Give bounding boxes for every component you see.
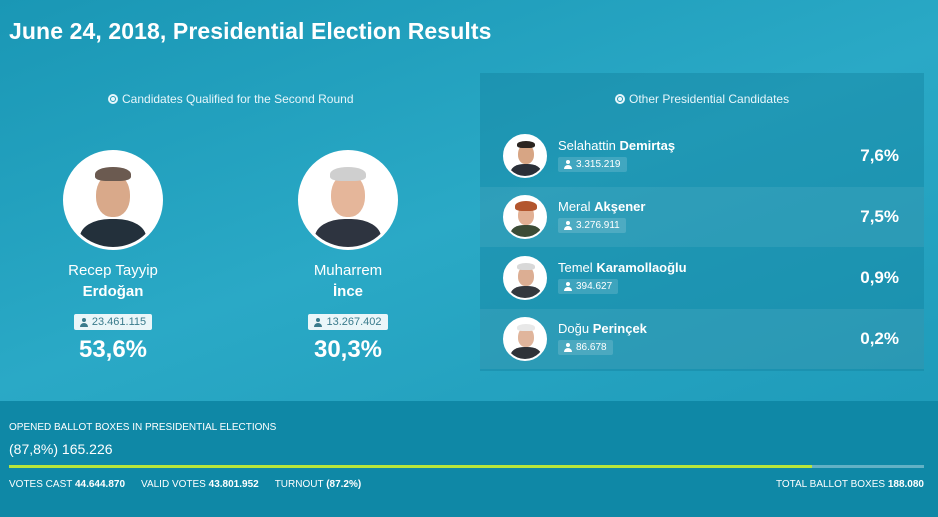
vote-count-badge: 394.627 [558, 279, 619, 294]
vote-count-badge: 23.461.115 [73, 314, 153, 330]
other-candidates-panel: Other Presidential Candidates Selahattin… [480, 73, 924, 371]
candidate-name: Doğu Perinçek [558, 321, 647, 336]
candidate-card-ince[interactable]: Muharrem İnce 13.267.402 30,3% [258, 150, 438, 364]
candidate-name: Temel Karamollaoğlu [558, 260, 687, 275]
candidate-last-name: Akşener [594, 199, 646, 214]
target-icon [108, 94, 118, 104]
person-icon [564, 282, 572, 291]
candidate-photo [503, 134, 547, 178]
qualified-heading-text: Candidates Qualified for the Second Roun… [122, 92, 354, 106]
vote-percentage: 7,5% [860, 207, 899, 226]
candidate-photo [63, 150, 163, 250]
candidate-row-karamollaoglu[interactable]: Temel Karamollaoğlu 394.627 0,9% [480, 248, 924, 308]
vote-count-badge: 13.267.402 [308, 314, 388, 330]
qualified-candidates-panel: Candidates Qualified for the Second Roun… [0, 73, 468, 373]
vote-count: 23.461.115 [91, 316, 147, 328]
candidate-last-name: Erdoğan [82, 283, 144, 300]
vote-count: 86.678 [576, 342, 607, 353]
person-icon [564, 343, 572, 352]
turnout-stat: TURNOUT (87.2%) [274, 479, 362, 490]
vote-count-badge: 86.678 [558, 340, 613, 355]
candidate-photo [503, 317, 547, 361]
candidate-first-name: Muharrem [313, 262, 383, 279]
vote-count: 394.627 [576, 281, 613, 292]
total-ballot-boxes-stat: TOTAL BALLOT BOXES 188.080 [775, 479, 924, 490]
candidate-photo [298, 150, 398, 250]
vote-percentage: 53,6% [78, 335, 148, 363]
candidate-row-aksener[interactable]: Meral Akşener 3.276.911 7,5% [480, 187, 924, 247]
candidate-last-name: Perinçek [592, 321, 647, 336]
candidate-last-name: İnce [332, 283, 363, 300]
vote-count: 13.267.402 [326, 316, 382, 328]
candidate-last-name: Karamollaoğlu [596, 260, 687, 275]
person-icon [314, 317, 323, 327]
candidate-row-demirtas[interactable]: Selahattin Demirtaş 3.315.219 7,6% [480, 126, 924, 186]
valid-votes-stat: VALID VOTES 43.801.952 [141, 479, 259, 490]
candidate-name: Meral Akşener [558, 199, 645, 214]
ballot-box-summary: OPENED BALLOT BOXES IN PRESIDENTIAL ELEC… [0, 401, 938, 517]
vote-count-badge: 3.276.911 [558, 218, 626, 233]
person-icon [564, 160, 572, 169]
target-icon [615, 94, 625, 104]
ballot-progress-bar [9, 465, 924, 468]
vote-count: 3.315.219 [576, 159, 621, 170]
vote-stats: VOTES CAST 44.644.870 VALID VOTES 43.801… [9, 479, 361, 490]
vote-percentage: 30,3% [313, 335, 383, 363]
other-heading: Other Presidential Candidates [615, 92, 789, 106]
ballot-boxes-value: (87,8%) 165.226 [9, 441, 113, 457]
vote-percentage: 7,6% [860, 146, 899, 165]
qualified-heading: Candidates Qualified for the Second Roun… [108, 92, 354, 106]
vote-percentage: 0,2% [860, 329, 899, 348]
vote-percentage: 0,9% [860, 268, 899, 287]
candidate-photo [503, 256, 547, 300]
ballot-boxes-label: OPENED BALLOT BOXES IN PRESIDENTIAL ELEC… [9, 422, 277, 433]
other-heading-text: Other Presidential Candidates [629, 92, 790, 106]
candidate-row-perincek[interactable]: Doğu Perinçek 86.678 0,2% [480, 309, 924, 369]
candidate-first-name: Selahattin [558, 138, 616, 153]
ballot-progress-fill [9, 465, 813, 468]
candidate-photo [503, 195, 547, 239]
candidate-first-name: Doğu [558, 321, 590, 336]
candidate-name: Selahattin Demirtaş [558, 138, 675, 153]
candidate-last-name: Demirtaş [619, 138, 676, 153]
person-icon [79, 317, 88, 327]
page-title: June 24, 2018, Presidential Election Res… [9, 18, 492, 44]
candidate-first-name: Recep Tayyip [68, 262, 158, 279]
candidate-card-erdogan[interactable]: Recep Tayyip Erdoğan 23.461.115 53,6% [23, 150, 203, 364]
vote-count: 3.276.911 [576, 220, 620, 231]
person-icon [564, 221, 572, 230]
votes-cast-stat: VOTES CAST 44.644.870 [9, 479, 126, 490]
vote-count-badge: 3.315.219 [558, 157, 627, 172]
candidate-first-name: Meral [558, 199, 591, 214]
candidate-first-name: Temel [558, 260, 593, 275]
